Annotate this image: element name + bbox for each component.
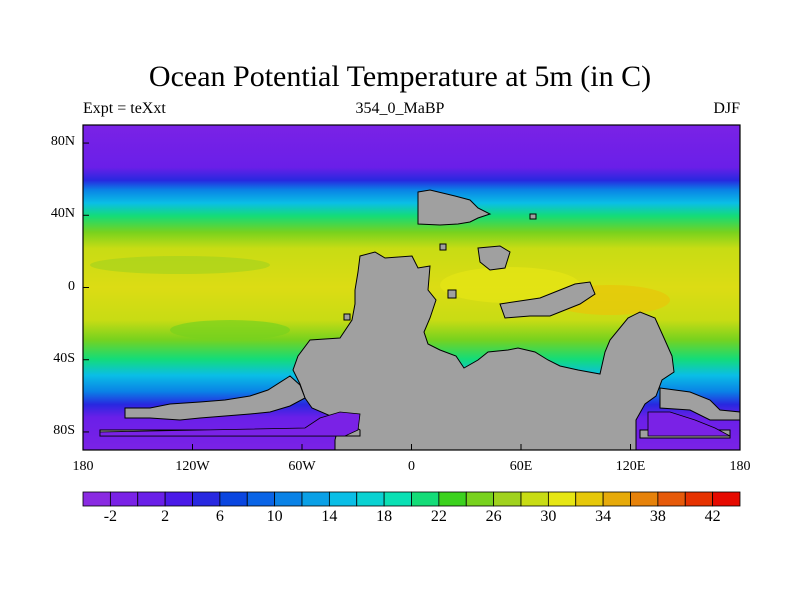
colorbar-swatch bbox=[274, 491, 303, 507]
colorbar-label: 30 bbox=[540, 508, 557, 525]
colorbar-swatch bbox=[657, 491, 686, 507]
experiment-label: Expt = teXxt bbox=[83, 100, 166, 117]
lon-tick-label: 60W bbox=[288, 459, 316, 474]
lon-tick-label: 60E bbox=[509, 459, 533, 474]
land-islet bbox=[529, 213, 537, 220]
colorbar-label: 38 bbox=[649, 508, 666, 525]
colorbar-label: -2 bbox=[103, 508, 118, 525]
lat-tick-label: 80N bbox=[50, 134, 75, 150]
cold-patch bbox=[647, 411, 731, 437]
colorbar-swatch bbox=[82, 491, 111, 507]
map-title: Ocean Potential Temperature at 5m (in C) bbox=[148, 60, 652, 93]
warm-patch bbox=[440, 267, 580, 303]
colorbar-swatch bbox=[246, 491, 276, 507]
land-pangea bbox=[292, 251, 675, 451]
lat-tick-label: 80S bbox=[53, 422, 75, 438]
season-label: DJF bbox=[713, 100, 740, 117]
colorbar bbox=[82, 491, 741, 507]
colorbar-swatch bbox=[383, 491, 412, 507]
colorbar-label: 26 bbox=[485, 508, 502, 525]
colorbar-label: 2 bbox=[161, 508, 170, 525]
land-islet bbox=[439, 243, 447, 251]
colorbar-swatch bbox=[328, 491, 358, 507]
lon-tick-label: 120W bbox=[175, 459, 210, 474]
colorbar-swatch bbox=[712, 491, 741, 507]
colorbar-label: 34 bbox=[595, 508, 612, 525]
colorbar-swatch bbox=[192, 491, 221, 507]
lon-tick-label: 180 bbox=[729, 459, 751, 474]
colorbar-swatch bbox=[301, 491, 330, 507]
lon-tick-label: 120E bbox=[615, 459, 646, 474]
lon-tick-label: 0 bbox=[408, 459, 415, 474]
colorbar-swatch bbox=[219, 491, 248, 507]
colorbar-label: 22 bbox=[430, 508, 447, 525]
colorbar-swatch bbox=[493, 491, 522, 507]
colorbar-label: 18 bbox=[376, 508, 393, 525]
colorbar-swatch bbox=[356, 491, 385, 507]
colorbar-swatch bbox=[547, 491, 577, 507]
land-north bbox=[417, 189, 492, 226]
land-peninsula bbox=[499, 281, 596, 319]
green-patch bbox=[90, 256, 270, 274]
land-islet bbox=[343, 313, 351, 321]
colorbar-swatch bbox=[575, 491, 604, 507]
colorbar-swatch bbox=[684, 491, 714, 507]
land-west-strip bbox=[124, 375, 306, 421]
colorbar-swatch bbox=[602, 491, 631, 507]
colorbar-swatch bbox=[411, 491, 440, 507]
axis-tick-marks bbox=[82, 142, 741, 450]
lat-tick-label: 0 bbox=[68, 278, 75, 294]
colorbar-swatch bbox=[137, 491, 166, 507]
colorbar-label: 10 bbox=[266, 508, 283, 525]
green-patch bbox=[170, 320, 290, 340]
colorbar-label: 42 bbox=[704, 508, 721, 525]
lon-tick-label: 180 bbox=[72, 459, 94, 474]
lat-tick-label: 40N bbox=[50, 206, 75, 222]
colorbar-swatch bbox=[164, 491, 193, 507]
colorbar-label: 6 bbox=[215, 508, 224, 525]
colorbar-swatch bbox=[438, 491, 467, 507]
colorbar-label: 14 bbox=[321, 508, 338, 525]
colorbar-swatch bbox=[465, 491, 495, 507]
colorbar-swatch bbox=[520, 491, 549, 507]
land-island bbox=[477, 245, 511, 271]
period-label: 354_0_MaBP bbox=[355, 100, 445, 117]
lat-tick-label: 40S bbox=[53, 350, 75, 366]
land-islet bbox=[447, 289, 457, 299]
cold-patch bbox=[99, 411, 361, 437]
cold-patches bbox=[99, 411, 731, 437]
colorbar-swatch bbox=[630, 491, 659, 507]
colorbar-swatch bbox=[109, 491, 139, 507]
